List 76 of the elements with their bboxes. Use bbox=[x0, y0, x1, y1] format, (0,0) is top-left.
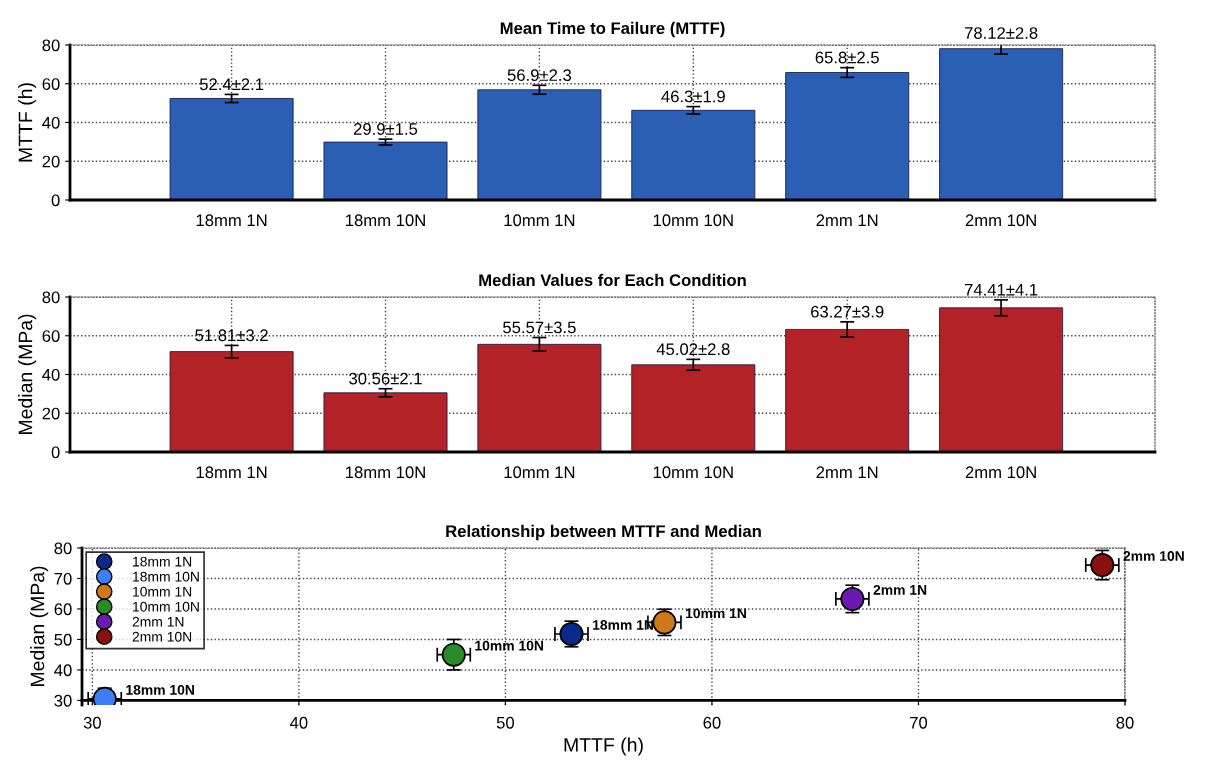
y-tick-label: 60 bbox=[42, 330, 60, 342]
bar bbox=[477, 89, 602, 200]
text: 2mm 10N bbox=[1123, 551, 1184, 561]
legend-label: 10mm 1N bbox=[133, 586, 192, 597]
y-tick-label: 80 bbox=[54, 542, 72, 555]
y-tick-label: 60 bbox=[54, 603, 72, 616]
x-tick-label: 10mm 10N bbox=[653, 466, 733, 479]
data-label: 63.27±3.9 bbox=[811, 305, 884, 318]
x-tick-label: 18mm 10N bbox=[346, 466, 425, 479]
bar bbox=[939, 307, 1064, 452]
x-tick-label: 60 bbox=[703, 716, 721, 729]
x-axis-title: MTTF (h) bbox=[564, 737, 643, 756]
data-label: 46.3±1.9 bbox=[661, 90, 725, 103]
data-label: 78.12±2.8 bbox=[964, 27, 1038, 39]
bar bbox=[939, 48, 1064, 200]
text: 10mm 10N bbox=[475, 640, 543, 651]
y-tick-label: 40 bbox=[42, 368, 60, 381]
bar bbox=[785, 72, 910, 200]
chart-title: Median Values for Each Condition bbox=[479, 273, 746, 287]
y-tick-label: 60 bbox=[42, 78, 60, 90]
y-axis-title: MTTF (h) bbox=[18, 83, 37, 162]
x-tick-label: 2mm 10N bbox=[965, 466, 1036, 479]
bar bbox=[169, 98, 294, 200]
legend-label: 10mm 10N bbox=[133, 601, 199, 612]
bar bbox=[323, 141, 448, 200]
y-tick-label: 0 bbox=[51, 194, 60, 207]
data-label: 51.81±3.2 bbox=[195, 329, 268, 342]
x-tick-label: 2mm 1N bbox=[816, 214, 878, 226]
x-tick-label: 30 bbox=[83, 716, 101, 729]
text: 18mm 10N bbox=[126, 684, 194, 695]
legend-label: 18mm 1N bbox=[133, 556, 192, 567]
x-tick-label: 50 bbox=[496, 716, 515, 729]
y-tick-label: 40 bbox=[42, 116, 60, 129]
y-tick-label: 80 bbox=[42, 291, 60, 304]
y-tick-label: 20 bbox=[42, 407, 60, 420]
x-tick-label: 80 bbox=[1116, 716, 1134, 729]
legend-label: 18mm 10N bbox=[133, 571, 199, 582]
x-tick-label: 18mm 1N bbox=[196, 214, 267, 227]
text: 2mm 1N bbox=[873, 584, 927, 595]
x-tick-label: 10mm 1N bbox=[504, 466, 575, 479]
data-label: 56.9±2.3 bbox=[507, 69, 572, 82]
y-tick-label: 0 bbox=[51, 446, 60, 459]
data-label: 52.4±2.1 bbox=[199, 78, 264, 91]
y-tick-label: 80 bbox=[42, 39, 60, 52]
bar bbox=[323, 392, 448, 452]
data-label: 65.8±2.5 bbox=[815, 51, 879, 64]
x-tick-label: 18mm 1N bbox=[196, 466, 267, 479]
data-label: 55.57±3.5 bbox=[503, 321, 576, 334]
bar bbox=[631, 109, 756, 200]
bar bbox=[785, 328, 910, 452]
y-axis-title: Median (MPa) bbox=[30, 566, 49, 686]
y-tick-label: 70 bbox=[54, 572, 72, 585]
x-tick-label: 10mm 1N bbox=[504, 214, 575, 227]
y-axis-title: Median (MPa) bbox=[18, 314, 37, 434]
x-tick-label: 70 bbox=[910, 716, 928, 729]
y-tick-label: 30 bbox=[54, 694, 72, 707]
bar bbox=[477, 343, 602, 452]
text: 10mm 1N bbox=[685, 608, 746, 619]
legend-label: 2mm 10N bbox=[132, 631, 192, 642]
data-label: 29.9±1.5 bbox=[353, 123, 418, 135]
data-label: 45.02±2.8 bbox=[656, 343, 730, 356]
chart-title: Mean Time to Failure (MTTF) bbox=[500, 21, 725, 38]
chart-title: Relationship between MTTF and Median bbox=[446, 524, 761, 541]
y-tick-label: 20 bbox=[42, 155, 60, 168]
x-tick-label: 18mm 10N bbox=[346, 214, 425, 227]
x-tick-label: 10mm 10N bbox=[653, 214, 733, 227]
x-tick-label: 2mm 1N bbox=[816, 466, 878, 478]
bar bbox=[631, 364, 756, 452]
x-tick-label: 2mm 10N bbox=[965, 214, 1036, 227]
y-tick-label: 50 bbox=[54, 633, 72, 646]
data-label: 74.41±4.1 bbox=[964, 283, 1038, 296]
y-tick-label: 40 bbox=[54, 664, 72, 677]
bar bbox=[169, 351, 294, 452]
legend-label: 2mm 1N bbox=[132, 616, 184, 627]
data-label: 30.56±2.1 bbox=[349, 372, 422, 385]
x-tick-label: 40 bbox=[289, 716, 308, 729]
